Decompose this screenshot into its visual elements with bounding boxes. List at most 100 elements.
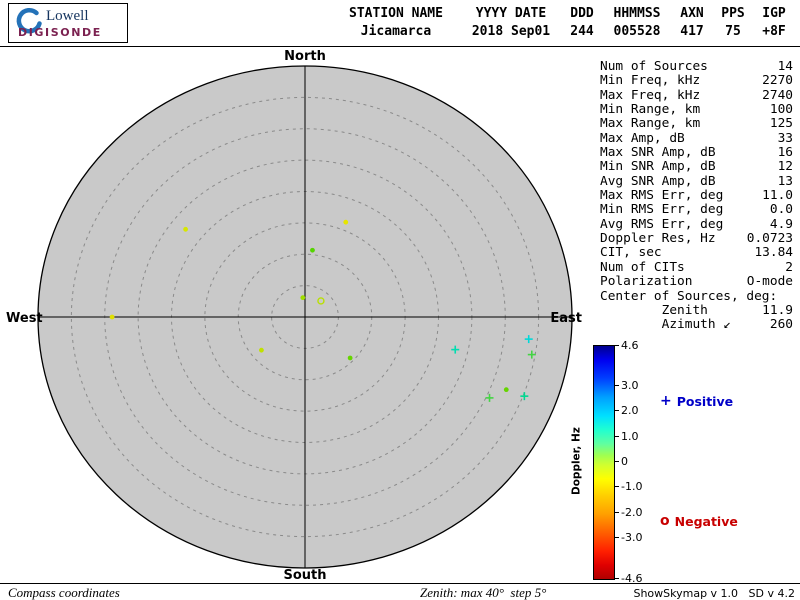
- stats-row: Min RMS Err, deg 0.0: [600, 202, 793, 218]
- skymap-plot: North South West East: [6, 49, 582, 583]
- stats-label: CIT, sec: [600, 245, 662, 261]
- header-column-label: HHMMSS: [613, 6, 661, 21]
- colorbar-ticks: 4.6 3.0 2.0 1.0 0 -1.0 -2.0 -3.0 -4.6: [615, 339, 659, 585]
- stats-row: Azimuth ↙ 260: [600, 317, 793, 333]
- tick-label: 0: [621, 455, 628, 468]
- plus-symbol: +: [660, 393, 672, 409]
- stats-value: O-mode: [746, 274, 793, 290]
- stats-label: Num of Sources: [600, 59, 708, 74]
- stats-value: 12: [777, 159, 793, 175]
- source-point: [183, 226, 188, 232]
- stats-label: Center of Sources, deg:: [600, 288, 778, 304]
- header-column: IGP +8F: [757, 5, 791, 41]
- logo-digisonde-text: DIGISONDE: [18, 26, 102, 39]
- tick-label: -1.0: [621, 480, 643, 494]
- legend-positive: + Positive: [660, 393, 733, 409]
- colorbar-title: Doppler, Hz: [570, 427, 583, 496]
- source-point: [524, 335, 533, 344]
- stats-value: 4.9: [769, 216, 793, 232]
- stats-row: Num of Sources 14: [600, 59, 793, 74]
- header-column-value: 417: [680, 24, 704, 39]
- stats-panel: Num of Sources 14 Min Freq, kHz 2270 Max Fre…: [600, 59, 793, 333]
- tick-label: -2.0: [621, 505, 643, 519]
- stats-value: 0.0723: [746, 231, 793, 247]
- source-point: [520, 392, 529, 401]
- source-point: [317, 297, 325, 305]
- stats-row: Max SNR Amp, dB 16: [600, 145, 793, 161]
- stats-value: 125: [769, 116, 793, 132]
- stats-label: Avg SNR Amp, dB: [600, 173, 716, 189]
- stats-row: Min Range, km 100: [600, 102, 793, 118]
- header-column: HHMMSS 005528: [609, 5, 665, 41]
- header-column: STATION NAME Jicamarca: [335, 5, 457, 41]
- tick-mark: [615, 486, 619, 488]
- stats-row: Max Freq, kHz 2740: [600, 87, 793, 103]
- tick-label: 4.6: [621, 338, 639, 352]
- tick-mark: [615, 410, 619, 412]
- stats-label: Max Amp, dB: [600, 130, 685, 146]
- colorbar-tick: 4.6: [615, 338, 639, 352]
- header-column: AXN 417: [675, 5, 709, 41]
- source-point: [109, 314, 115, 320]
- footer-version-note: ShowSkymap v 1.0 SD v 4.2: [633, 587, 795, 600]
- stats-row: Avg RMS Err, deg 4.9: [600, 216, 793, 232]
- stats-label: Max Freq, kHz: [600, 87, 701, 103]
- skymap-layers: [37, 65, 573, 569]
- stats-label: Max SNR Amp, dB: [600, 145, 716, 161]
- footer-bar: Compass coordinates Zenith: max 40° step…: [0, 583, 800, 600]
- source-point: [259, 347, 264, 353]
- tick-label: -4.6: [621, 571, 643, 585]
- lowell-swoosh-icon: [16, 7, 42, 34]
- stats-label: Max Range, km: [600, 116, 701, 132]
- stats-row: Avg SNR Amp, dB 13: [600, 173, 793, 189]
- stats-value: 2270: [762, 73, 793, 89]
- legend-negative-label: Negative: [674, 513, 738, 529]
- tick-mark: [615, 536, 619, 538]
- stats-value: 13: [777, 173, 793, 189]
- header-column-value: 2018 Sep01: [471, 24, 551, 39]
- stats-row: Polarization O-mode: [600, 274, 793, 290]
- stats-label: Azimuth ↙: [600, 317, 731, 333]
- header-column-value: 005528: [613, 24, 661, 39]
- stats-label: Polarization: [600, 274, 693, 290]
- colorbar-tick: -3.0: [615, 531, 642, 544]
- header-column-label: YYYY DATE: [475, 6, 547, 21]
- source-point: [310, 247, 315, 253]
- stats-label: Max RMS Err, deg: [600, 188, 724, 204]
- header-column-label: IGP: [762, 6, 786, 21]
- stats-value: 16: [777, 145, 793, 161]
- stats-row: Max RMS Err, deg 11.0: [600, 188, 793, 204]
- source-point: [300, 295, 306, 301]
- footer-zenith-note: Zenith: max 40° step 5°: [420, 585, 547, 600]
- stats-value: 11.0: [762, 188, 793, 204]
- compass-label-north: North: [284, 49, 326, 64]
- source-point: [347, 355, 353, 361]
- stats-label: Min SNR Amp, dB: [600, 159, 716, 175]
- tick-mark: [615, 435, 619, 437]
- colorbar-tick: -2.0: [615, 505, 643, 519]
- tick-label: 3.0: [621, 379, 639, 393]
- header-column-value: +8F: [762, 24, 786, 39]
- compass-label-south: South: [283, 568, 326, 583]
- stats-label: Min Range, km: [600, 102, 701, 118]
- source-point: [343, 219, 349, 225]
- header-bar: Lowell DIGISONDE STATION NAME Jicamarca YY…: [0, 0, 800, 47]
- colorbar-tick: -4.6: [615, 571, 643, 585]
- tick-label: 2.0: [621, 404, 639, 418]
- stats-label: Min RMS Err, deg: [600, 202, 724, 218]
- source-point: [503, 387, 509, 393]
- logo-lowell-text: Lowell: [46, 8, 89, 24]
- tick-mark: [615, 577, 619, 579]
- source-point: [527, 350, 536, 359]
- colorbar-tick: -1.0: [615, 480, 643, 494]
- stats-row: CIT, sec 13.84: [600, 245, 793, 261]
- stats-row: Max Range, km 125: [600, 116, 793, 132]
- header-column: PPS 75: [719, 5, 747, 41]
- stats-row: Min Freq, kHz 2270: [600, 73, 793, 89]
- stats-label: Doppler Res, Hz: [600, 231, 716, 247]
- tick-mark: [615, 461, 619, 462]
- colorbar-tick: 3.0: [615, 379, 639, 393]
- colorbar-tick: 0: [615, 455, 628, 468]
- source-point: [485, 393, 494, 402]
- stats-row: Center of Sources, deg:: [600, 288, 793, 304]
